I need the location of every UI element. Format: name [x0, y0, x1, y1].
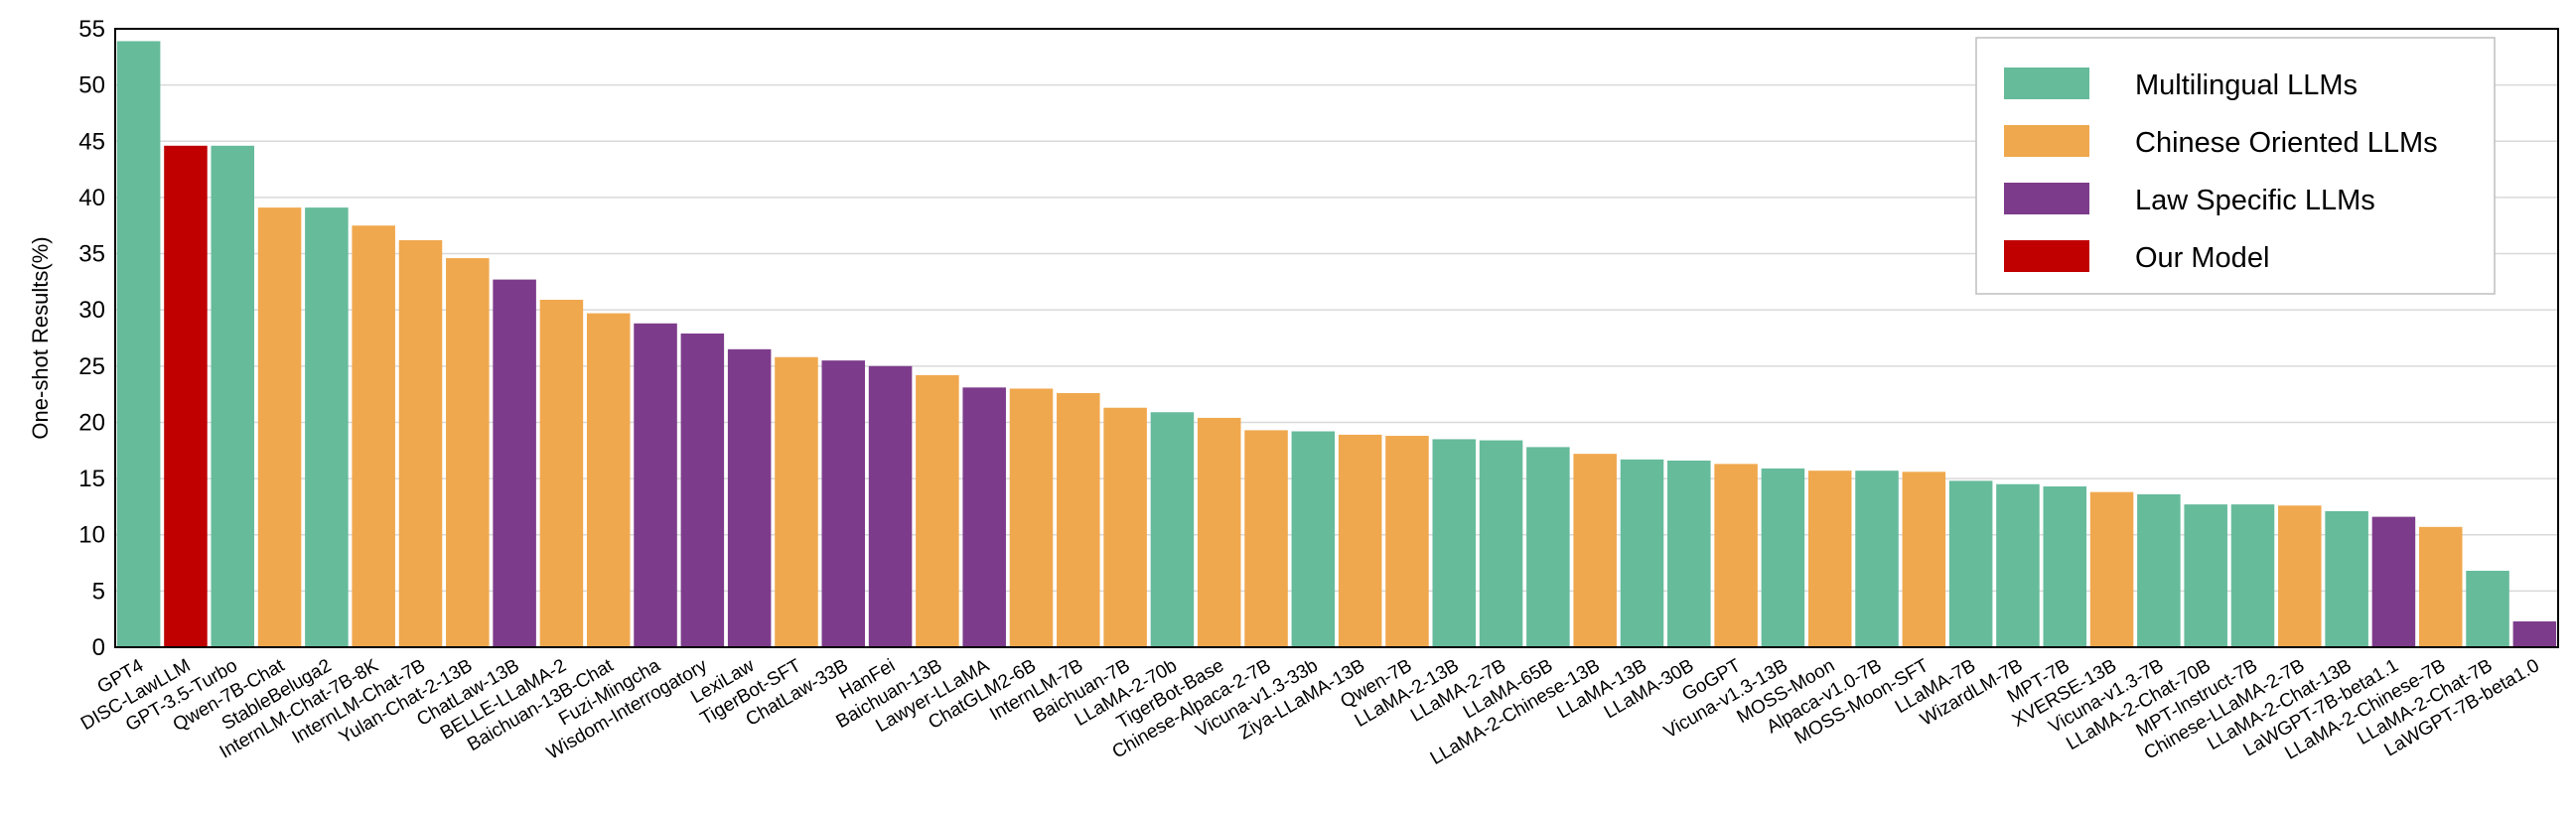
y-tick-label: 0: [92, 634, 105, 661]
legend-swatch-ours: [2004, 240, 2089, 272]
bar-lexilaw: [727, 348, 772, 647]
bar-qwen-7b-chat: [257, 207, 302, 647]
bar-ziya-llama-13b: [1338, 434, 1382, 647]
bar-stablebeluga2: [305, 207, 349, 647]
bar-llama-2-chat-13b: [2325, 510, 2368, 647]
y-tick-label: 5: [92, 578, 105, 605]
bar-llama-2-13b: [1432, 439, 1477, 647]
y-tick-label: 40: [78, 185, 105, 211]
bar-chatlaw-33b: [821, 360, 866, 647]
bar-xverse-13b: [2089, 491, 2134, 647]
bar-tigerbot-base: [1197, 417, 1241, 647]
bar-mpt-instruct-7b: [2230, 504, 2275, 647]
bar-internlm-chat-7b: [398, 239, 443, 647]
bar-llama-65b: [1526, 447, 1570, 647]
bar-chatlaw-13b: [493, 279, 536, 647]
bar-chatglm2-6b: [1009, 388, 1054, 647]
y-tick-label: 30: [78, 297, 105, 324]
bars: [116, 41, 2557, 647]
bar-wizardlm-7b: [1996, 483, 2040, 647]
y-tick-label: 45: [78, 128, 105, 155]
y-tick-label: 10: [78, 522, 105, 549]
bar-belle-llama-2: [539, 299, 584, 647]
legend-swatch-multilingual: [2004, 68, 2089, 99]
bar-tigerbot-sft: [775, 356, 818, 647]
bar-gpt4: [116, 41, 161, 647]
bar-llama-2-chat-70b: [2184, 504, 2227, 647]
legend: Multilingual LLMs Chinese Oriented LLMs La…: [1975, 37, 2496, 295]
bar-baichuan-13b: [916, 374, 959, 647]
y-tick-label: 50: [78, 72, 105, 99]
y-axis-label: One-shot Results(%): [28, 236, 53, 439]
bar-llama-2-70b: [1150, 412, 1195, 647]
bar-baichuan-7b: [1103, 407, 1147, 647]
bar-fuzi-mingcha: [634, 323, 677, 647]
bar-internlm-chat-7b-8k: [352, 225, 395, 647]
x-axis-ticks: GPT4DISC-LawLLMGPT-3.5-TurboQwen-7B-Chat…: [77, 655, 2543, 769]
bar-yulan-chat-2-13b: [446, 258, 490, 647]
bar-vicuna-v1-3-33b: [1291, 431, 1336, 647]
y-tick-label: 20: [78, 409, 105, 436]
y-tick-label: 25: [78, 353, 105, 380]
bar-lawgpt-7b-beta1-0: [2512, 620, 2557, 647]
bar-mpt-7b: [2043, 486, 2087, 647]
bar-alpaca-v1-0-7b: [1855, 471, 1899, 647]
bar-disc-lawllm: [164, 145, 208, 647]
bar-llama-2-chinese-7b: [2418, 526, 2463, 647]
bar-llama-2-chat-7b: [2466, 570, 2509, 647]
legend-label: Multilingual LLMs: [2135, 69, 2358, 101]
bar-llama-30b: [1667, 460, 1711, 647]
bar-chinese-llama-2-7b: [2278, 505, 2322, 647]
legend-label: Law Specific LLMs: [2135, 185, 2375, 216]
bar-gpt-3-5-turbo: [211, 145, 255, 647]
bar-vicuna-v1-3-13b: [1761, 468, 1805, 647]
bar-moss-moon: [1807, 471, 1852, 647]
bar-internlm-7b: [1057, 393, 1100, 647]
bar-vicuna-v1-3-7b: [2137, 493, 2181, 647]
legend-label: Our Model: [2135, 242, 2269, 274]
legend-swatch-chinese: [2004, 125, 2089, 157]
bar-lawyer-llama: [962, 387, 1006, 647]
bar-gogpt: [1714, 464, 1758, 647]
bar-moss-moon-sft: [1902, 472, 1946, 647]
bar-llama-2-chinese-13b: [1573, 454, 1617, 647]
legend-swatch-law: [2004, 183, 2089, 214]
y-tick-label: 55: [78, 16, 105, 43]
bar-qwen-7b: [1385, 436, 1429, 647]
plot-frame: [114, 28, 2559, 648]
legend-label: Chinese Oriented LLMs: [2135, 127, 2438, 159]
bar-llama-2-7b: [1479, 440, 1523, 647]
bar-chinese-alpaca-2-7b: [1244, 430, 1288, 647]
bar-llama-7b: [1948, 480, 1993, 647]
bar-llama-13b: [1620, 459, 1664, 647]
bar-wisdom-interrogatory: [680, 333, 725, 647]
y-tick-label: 35: [78, 241, 105, 268]
bar-hanfei: [868, 365, 913, 647]
bar-lawgpt-7b-beta1-1: [2371, 516, 2416, 647]
y-tick-label: 15: [78, 466, 105, 492]
y-axis-ticks: 0 5 10 15 20 25 30 35 40 45 50 55: [78, 16, 105, 661]
bar-baichuan-13b-chat: [586, 313, 631, 647]
